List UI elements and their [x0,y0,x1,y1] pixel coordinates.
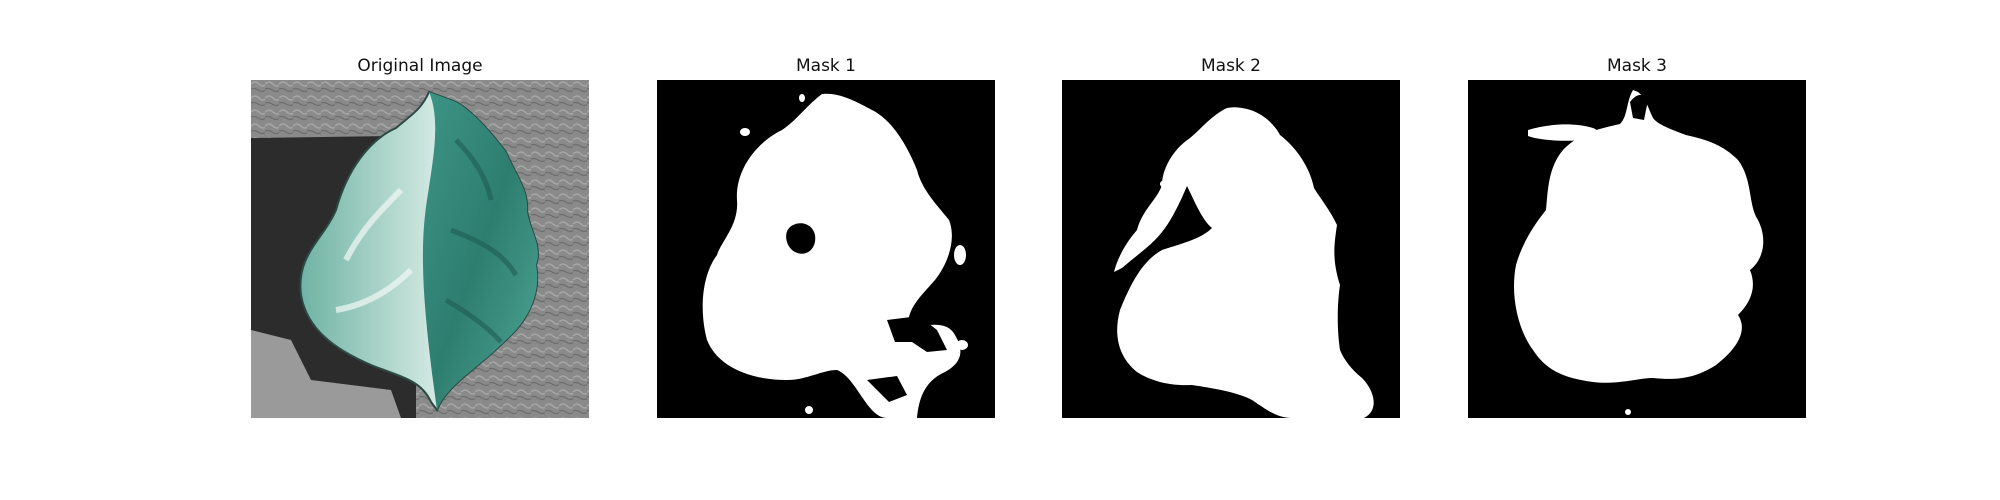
mask-2-image [1062,80,1400,418]
mask-3-image [1468,80,1806,418]
mask-1-image [657,80,995,418]
mask-3-panel: Mask 3 [1468,52,1806,418]
mask-1-panel: Mask 1 [657,52,995,418]
mask-2-title: Mask 2 [1200,56,1261,76]
original-image-title: Original Image [357,56,483,76]
original-image-panel: Original Image [251,52,589,418]
mask-3-title: Mask 3 [1606,56,1667,76]
lower-gray-region [251,330,401,418]
leaf-right-half [422,92,538,410]
original-image [251,80,589,418]
mask-1-title: Mask 1 [795,56,856,76]
mask-2-panel: Mask 2 [1062,52,1400,418]
